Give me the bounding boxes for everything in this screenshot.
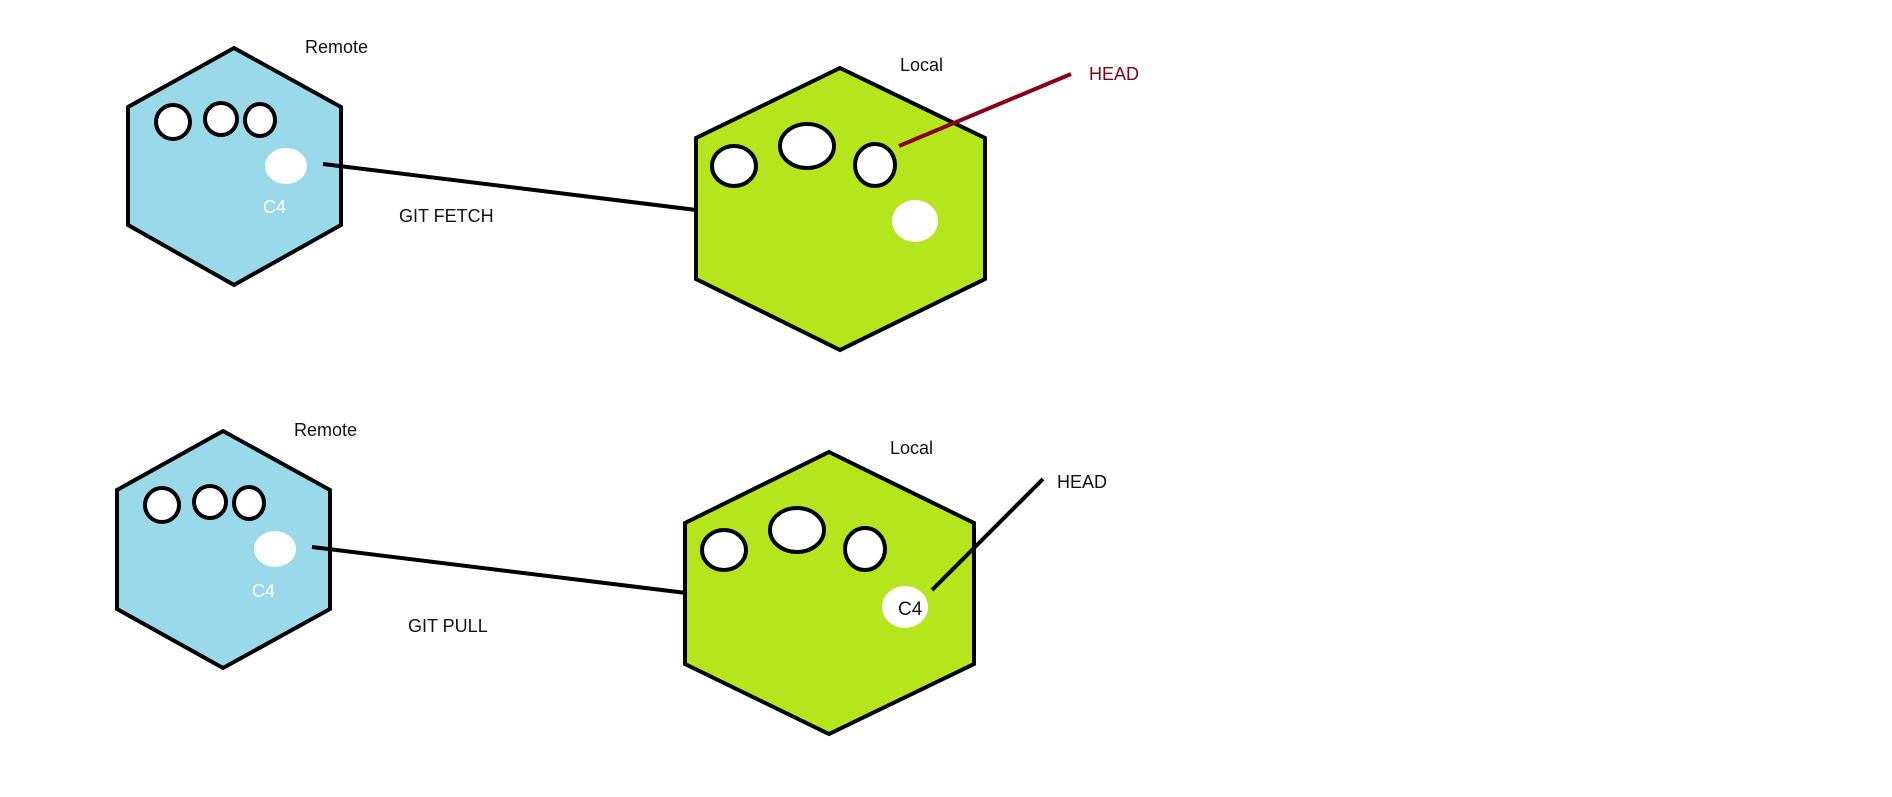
fetch-remote-label: Remote <box>305 37 368 57</box>
fetch-scene: C4 Remote GIT FETCH Local HEAD <box>126 37 1139 353</box>
pull-remote-repo-hexagon <box>115 428 332 671</box>
fetch-remote-commit-1 <box>154 103 192 141</box>
fetch-remote-repo-hexagon <box>126 45 343 288</box>
fetch-head-pointer-line <box>898 72 1072 148</box>
pull-remote-commit-2 <box>192 484 228 520</box>
fetch-local-commit-1 <box>710 144 758 188</box>
fetch-local-commit-2 <box>778 122 836 170</box>
pull-local-commit-c4-label: C4 <box>898 599 923 620</box>
fetch-head-label: HEAD <box>1089 64 1139 84</box>
pull-remote-label: Remote <box>294 420 357 440</box>
fetch-remote-commit-2 <box>203 101 239 137</box>
pull-local-commit-2 <box>768 506 826 554</box>
pull-head-pointer-line <box>930 477 1045 592</box>
fetch-local-fetched-commit <box>892 200 938 242</box>
pull-local-label: Local <box>890 438 933 458</box>
pull-head-label: HEAD <box>1057 472 1107 492</box>
pull-remote-commit-3 <box>232 485 266 521</box>
fetch-connection-line <box>322 162 738 217</box>
pull-remote-commit-c4-label: C4 <box>252 581 275 601</box>
pull-local-commit-3 <box>843 526 887 572</box>
pull-operation-label: GIT PULL <box>408 616 488 636</box>
pull-local-commit-c4 <box>882 586 928 628</box>
fetch-remote-commit-c4-label: C4 <box>263 197 286 217</box>
fetch-local-label: Local <box>900 55 943 75</box>
fetch-remote-commit-3 <box>243 102 277 138</box>
pull-local-commit-1 <box>700 528 748 572</box>
fetch-operation-label: GIT FETCH <box>399 206 494 226</box>
pull-remote-commit-c4 <box>254 531 296 567</box>
pull-connection-line <box>311 545 728 600</box>
fetch-local-repo-hexagon <box>694 65 987 353</box>
pull-remote-commit-1 <box>143 486 181 524</box>
fetch-local-commit-3 <box>853 142 897 188</box>
pull-scene: C4 Remote GIT PULL C4 Local HEAD <box>115 420 1107 737</box>
fetch-remote-commit-c4 <box>265 148 307 184</box>
pull-local-repo-hexagon <box>683 449 976 737</box>
